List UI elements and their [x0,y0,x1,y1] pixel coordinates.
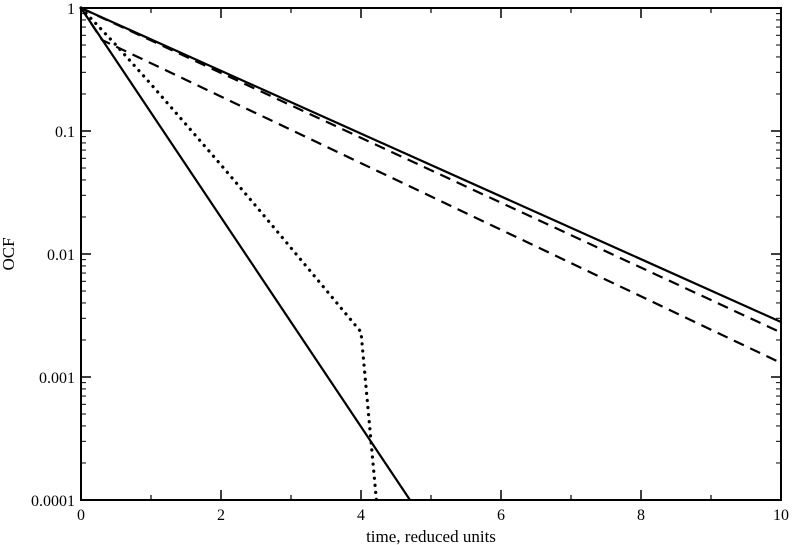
y-tick-label: 0.01 [47,247,75,264]
x-tick-label: 4 [357,507,365,524]
series-line-2 [80,7,782,334]
x-tick-label: 10 [773,507,789,524]
x-axis-label: time, reduced units [366,527,496,545]
series-line-5 [79,6,378,502]
series-line-1 [80,6,782,324]
series-layer [79,6,782,502]
x-tick-label: 0 [77,507,85,524]
x-tick-label: 8 [637,507,645,524]
x-tick-label: 2 [217,507,225,524]
y-tick-label: 1 [67,1,75,18]
y-tick-label: 0.1 [55,124,75,141]
y-axis-label: OCF [0,237,18,270]
series-line-4 [80,7,411,501]
y-tick-label: 0.0001 [31,493,75,510]
plot-frame [80,7,782,501]
y-tick-label: 0.001 [39,370,75,387]
x-tick-label: 6 [497,507,505,524]
